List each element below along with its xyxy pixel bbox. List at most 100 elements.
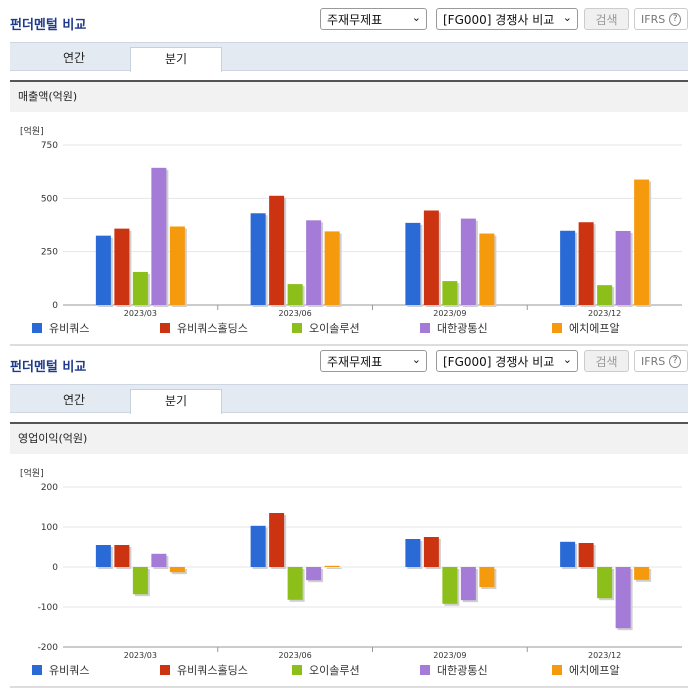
ifrs-button[interactable]: IFRS ? bbox=[634, 8, 688, 30]
search-button[interactable]: 검색 bbox=[584, 350, 629, 372]
chart-legend: 유비쿼스 유비쿼스홀딩스 오이솔루션 대한광통신 에치에프알 bbox=[32, 662, 692, 678]
tab-quarterly[interactable]: 분기 bbox=[130, 47, 222, 72]
help-icon[interactable]: ? bbox=[669, 12, 681, 26]
group-select[interactable]: [FG000] 경쟁사 비교 ⌄ bbox=[436, 350, 578, 372]
bar bbox=[405, 539, 421, 567]
bar bbox=[114, 545, 130, 567]
x-tick-label: 2023/03 bbox=[124, 651, 157, 659]
x-tick-label: 2023/12 bbox=[588, 651, 621, 659]
bar bbox=[442, 567, 458, 604]
ifrs-label: IFRS bbox=[641, 12, 666, 26]
x-tick-label: 2023/06 bbox=[279, 651, 312, 659]
legend-swatch bbox=[32, 323, 42, 333]
legend-item[interactable]: 유비쿼스 bbox=[32, 662, 89, 678]
legend-swatch bbox=[552, 665, 562, 675]
bar bbox=[324, 565, 340, 567]
group-select[interactable]: [FG000] 경쟁사 비교 ⌄ bbox=[436, 8, 578, 30]
bar bbox=[560, 230, 576, 305]
legend-label: 유비쿼스 bbox=[49, 322, 90, 335]
y-tick-label: 250 bbox=[41, 248, 58, 258]
legend-label: 유비쿼스홀딩스 bbox=[177, 664, 248, 677]
bar bbox=[578, 543, 594, 567]
bar bbox=[578, 222, 594, 305]
bar-shadow bbox=[326, 567, 342, 569]
legend-label: 에치에프알 bbox=[569, 322, 620, 335]
group-select-value: [FG000] 경쟁사 비교 bbox=[443, 12, 555, 27]
legend-item[interactable]: 유비쿼스홀딩스 bbox=[160, 662, 248, 678]
legend-swatch bbox=[292, 665, 302, 675]
tab-quarterly[interactable]: 분기 bbox=[130, 389, 222, 414]
bar bbox=[324, 231, 340, 305]
bar bbox=[287, 567, 303, 600]
legend-swatch bbox=[160, 323, 170, 333]
section-title: 펀더멘털 비교 bbox=[10, 360, 87, 375]
y-tick-label: 0 bbox=[52, 301, 58, 311]
tab-annual[interactable]: 연간 bbox=[62, 393, 86, 407]
statement-select[interactable]: 주재무제표 ⌄ bbox=[320, 350, 427, 372]
ifrs-button[interactable]: IFRS ? bbox=[634, 350, 688, 372]
help-icon[interactable]: ? bbox=[669, 354, 681, 368]
bar bbox=[460, 567, 476, 601]
x-tick-label: 2023/09 bbox=[433, 309, 466, 317]
ifrs-label: IFRS bbox=[641, 354, 666, 368]
legend-label: 오이솔루션 bbox=[309, 322, 360, 335]
chart-panel: 매출액(억원) [억원] 0 250 500 750 2023/03 2023/06 2023… bbox=[10, 80, 688, 346]
tab-annual[interactable]: 연간 bbox=[62, 51, 86, 65]
fundamental-section-revenue: 펀더멘털 비교 주재무제표 ⌄ [FG000] 경쟁사 비교 ⌄ 검색 IFRS… bbox=[0, 8, 696, 346]
legend-item[interactable]: 에치에프알 bbox=[552, 320, 620, 336]
legend-item[interactable]: 오이솔루션 bbox=[292, 320, 360, 336]
unit-label: [억원] bbox=[20, 467, 44, 479]
period-tabs: 연간 분기 bbox=[10, 42, 688, 72]
panel-title: 매출액(억원) bbox=[10, 82, 688, 112]
bar bbox=[269, 513, 285, 567]
bar bbox=[423, 210, 439, 305]
legend-item[interactable]: 에치에프알 bbox=[552, 662, 620, 678]
legend-item[interactable]: 유비쿼스홀딩스 bbox=[160, 320, 248, 336]
statement-select-value: 주재무제표 bbox=[327, 12, 383, 27]
legend-swatch bbox=[32, 665, 42, 675]
bar bbox=[287, 284, 303, 305]
bar bbox=[634, 567, 650, 580]
bar bbox=[597, 285, 613, 305]
bar bbox=[460, 218, 476, 305]
x-tick-label: 2023/09 bbox=[433, 651, 466, 659]
legend-item[interactable]: 유비쿼스 bbox=[32, 320, 89, 336]
search-button[interactable]: 검색 bbox=[584, 8, 629, 30]
y-tick-label: 500 bbox=[41, 194, 58, 204]
chevron-down-icon: ⌄ bbox=[562, 11, 572, 24]
search-button-label: 검색 bbox=[595, 12, 618, 27]
bar bbox=[95, 545, 111, 567]
fundamental-section-operating-income: 펀더멘털 비교 주재무제표 ⌄ [FG000] 경쟁사 비교 ⌄ 검색 IFRS… bbox=[0, 350, 696, 688]
legend-item[interactable]: 대한광통신 bbox=[420, 320, 488, 336]
legend-label: 유비쿼스 bbox=[49, 664, 90, 677]
y-tick-label: 750 bbox=[41, 141, 58, 151]
bar bbox=[615, 230, 631, 305]
y-tick-label: 0 bbox=[52, 563, 58, 573]
group-select-value: [FG000] 경쟁사 비교 bbox=[443, 354, 555, 369]
y-tick-label: -100 bbox=[38, 603, 59, 613]
statement-select[interactable]: 주재무제표 ⌄ bbox=[320, 8, 427, 30]
operating-income-bar-chart: [억원] -200 -100 0 100 200 2023/03 2023/06 2023/09… bbox=[20, 467, 682, 659]
x-tick-label: 2023/03 bbox=[124, 309, 157, 317]
legend-swatch bbox=[292, 323, 302, 333]
chevron-down-icon: ⌄ bbox=[562, 353, 572, 366]
x-tick-label: 2023/06 bbox=[279, 309, 312, 317]
bar bbox=[169, 226, 185, 305]
chart-panel: 영업이익(억원) [억원] -200 -100 0 100 200 2023/03 2023/… bbox=[10, 422, 688, 688]
chart-legend: 유비쿼스 유비쿼스홀딩스 오이솔루션 대한광통신 에치에프알 bbox=[32, 320, 692, 336]
legend-item[interactable]: 오이솔루션 bbox=[292, 662, 360, 678]
unit-label: [억원] bbox=[20, 125, 44, 137]
bar bbox=[250, 525, 266, 567]
bar bbox=[151, 167, 167, 305]
legend-item[interactable]: 대한광통신 bbox=[420, 662, 488, 678]
bar bbox=[597, 567, 613, 599]
x-tick-label: 2023/12 bbox=[588, 309, 621, 317]
bar bbox=[306, 220, 322, 305]
revenue-bar-chart: [억원] 0 250 500 750 2023/03 2023/06 2023/09 2023/… bbox=[20, 125, 682, 317]
legend-swatch bbox=[420, 665, 430, 675]
y-tick-label: -200 bbox=[38, 643, 59, 653]
legend-label: 유비쿼스홀딩스 bbox=[177, 322, 248, 335]
chevron-down-icon: ⌄ bbox=[411, 11, 421, 24]
bar bbox=[306, 567, 322, 581]
chevron-down-icon: ⌄ bbox=[411, 353, 421, 366]
